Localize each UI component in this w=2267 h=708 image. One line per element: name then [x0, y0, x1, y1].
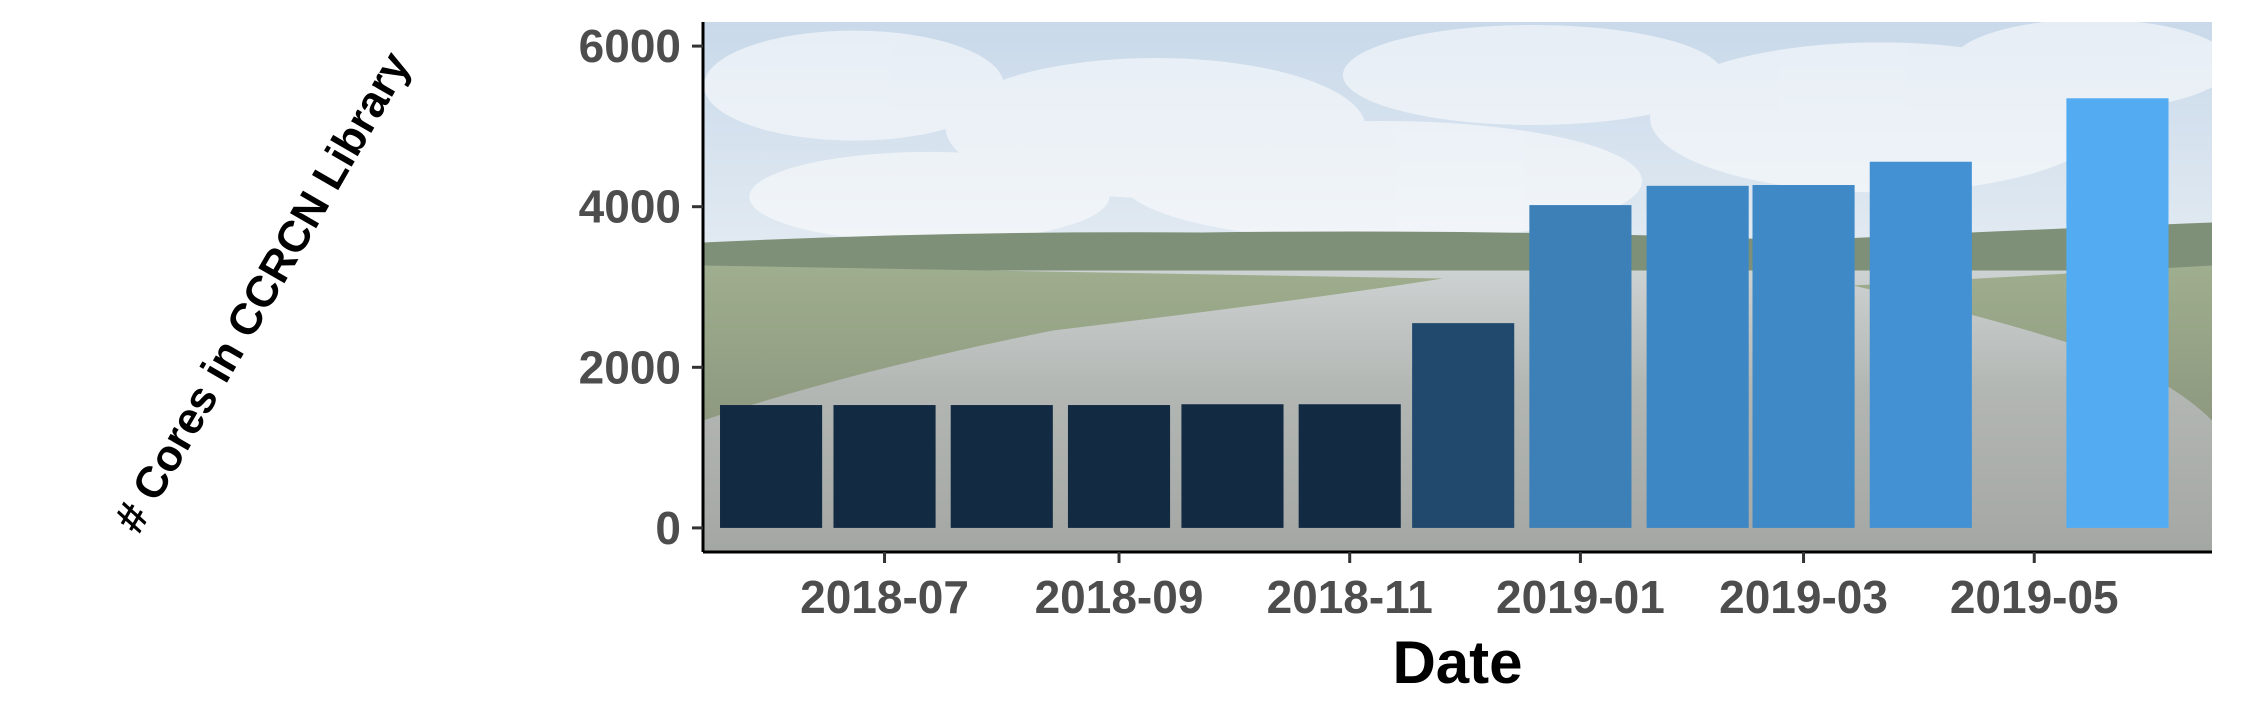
y-tick-label: 4000	[579, 181, 681, 233]
bar	[1067, 405, 1171, 528]
bar	[1529, 205, 1632, 528]
x-tick-label: 2019-01	[1496, 571, 1665, 623]
bar	[720, 405, 823, 528]
cloud	[1122, 121, 1643, 241]
cloud	[703, 30, 1004, 141]
x-tick-label: 2019-03	[1719, 571, 1888, 623]
y-tick-label: 2000	[579, 341, 681, 393]
marsh-grass-left	[703, 265, 1443, 421]
clouds	[703, 22, 2212, 242]
bar	[2066, 98, 2169, 528]
bar	[1752, 185, 1855, 528]
x-tick-label: 2018-07	[800, 571, 969, 623]
x-tick-label: 2019-05	[1950, 571, 2119, 623]
bar	[1298, 404, 1401, 528]
cloud	[1342, 25, 1723, 125]
bar	[833, 405, 936, 528]
cloud	[749, 151, 1110, 242]
cloud	[1951, 22, 2212, 110]
x-tick-label: 2018-09	[1035, 571, 1204, 623]
x-tick-label: 2018-11	[1267, 571, 1433, 623]
bars	[720, 98, 2169, 528]
x-axis-ticks: 2018-07 2018-09 2018-11 2019-01 2019-03 2019-…	[800, 552, 2119, 623]
y-axis-ticks: 0 2000 4000 6000	[579, 20, 703, 554]
bar	[950, 405, 1053, 528]
bar	[1412, 323, 1515, 528]
bar	[1181, 404, 1284, 528]
bar	[1869, 161, 1972, 528]
bar	[1646, 185, 1749, 528]
y-axis-title: # Cores in CCRCN Library	[105, 43, 420, 540]
y-tick-label: 0	[655, 502, 681, 554]
x-axis-title: Date	[1392, 629, 1522, 696]
y-tick-label: 6000	[579, 20, 681, 72]
